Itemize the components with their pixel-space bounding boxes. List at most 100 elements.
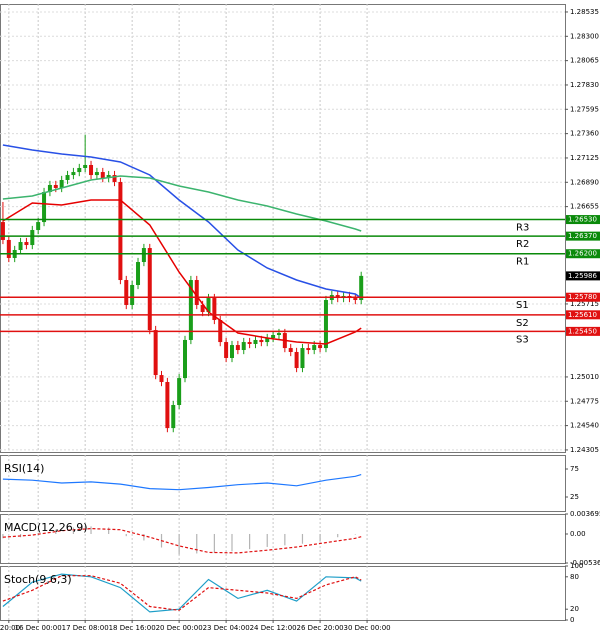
last-price-label: 1.25986 bbox=[568, 272, 597, 280]
candle-body bbox=[188, 280, 193, 340]
candle-body bbox=[318, 345, 323, 349]
candle-body bbox=[130, 284, 135, 305]
candle-body bbox=[224, 342, 229, 358]
y-tick-label: 100 bbox=[570, 562, 583, 570]
indicator-line bbox=[2, 573, 362, 613]
y-tick-label: 1.27125 bbox=[570, 154, 599, 162]
y-tick-label: 0.003695 bbox=[570, 510, 600, 518]
candle-body bbox=[241, 342, 246, 351]
moving-average bbox=[2, 144, 362, 299]
level-name: R2 bbox=[516, 239, 529, 250]
candle-body bbox=[89, 164, 94, 176]
candle-body bbox=[94, 172, 99, 176]
y-tick-label: 1.27830 bbox=[570, 81, 599, 89]
level-price-label: 1.25450 bbox=[568, 327, 597, 335]
x-tick-label: 20 Dec 00:00 bbox=[156, 624, 203, 632]
x-tick-label: 16 Dec 00:00 bbox=[15, 624, 62, 632]
candle-body bbox=[288, 348, 293, 352]
histogram-bar bbox=[213, 533, 215, 553]
moving-average bbox=[2, 199, 362, 345]
y-tick-label: -0.005364 bbox=[570, 559, 600, 567]
candle-body bbox=[77, 168, 82, 173]
candle-body bbox=[276, 333, 281, 336]
y-tick-label: 0.00 bbox=[570, 530, 586, 538]
candle-body bbox=[359, 275, 364, 301]
candle-body bbox=[159, 375, 164, 383]
y-tick-label: 1.27360 bbox=[570, 130, 599, 138]
histogram-bar bbox=[249, 533, 251, 550]
candle-body bbox=[124, 280, 129, 305]
level-price-box bbox=[566, 326, 600, 336]
candle-body bbox=[18, 242, 23, 251]
candle-body bbox=[0, 222, 5, 240]
candle-body bbox=[306, 348, 311, 351]
x-tick-label: 23 Dec 04:00 bbox=[203, 624, 250, 632]
level-price-label: 1.26370 bbox=[568, 232, 597, 240]
x-tick-label: 24 Dec 12:00 bbox=[250, 624, 297, 632]
histogram-bar bbox=[196, 533, 198, 554]
candle-body bbox=[259, 339, 264, 343]
last-price-box bbox=[566, 271, 600, 281]
level-price-box bbox=[566, 231, 600, 241]
panel-frame bbox=[0, 4, 566, 453]
histogram-bar bbox=[2, 533, 4, 539]
y-tick-label: 80 bbox=[570, 573, 579, 581]
y-tick-label: 1.26890 bbox=[570, 178, 599, 186]
candle-body bbox=[42, 192, 47, 223]
y-tick-label: 25 bbox=[570, 493, 579, 501]
y-tick-label: 0 bbox=[570, 616, 574, 624]
histogram-bar bbox=[178, 533, 180, 555]
candle-body bbox=[36, 222, 41, 231]
candle-body bbox=[136, 262, 141, 285]
histogram-bar bbox=[125, 533, 127, 537]
candle-body bbox=[323, 300, 328, 349]
candle-body bbox=[30, 230, 35, 246]
histogram-bar bbox=[231, 533, 233, 552]
level-price-label: 1.25610 bbox=[568, 311, 597, 319]
candle-body bbox=[53, 184, 58, 188]
level-name: S1 bbox=[516, 300, 529, 311]
panel-frame bbox=[0, 514, 566, 564]
level-name: S3 bbox=[516, 334, 529, 345]
histogram-bar bbox=[108, 527, 110, 534]
histogram-bar bbox=[354, 533, 356, 535]
histogram-bar bbox=[337, 533, 339, 538]
candle-body bbox=[200, 304, 205, 313]
level-price-label: 1.26200 bbox=[568, 250, 597, 258]
y-tick-label: 1.28065 bbox=[570, 57, 599, 65]
histogram-bar bbox=[319, 533, 321, 542]
histogram-bar bbox=[143, 533, 145, 541]
candle-body bbox=[183, 339, 188, 379]
candle-body bbox=[235, 345, 240, 351]
level-name: R1 bbox=[516, 257, 529, 268]
candle-body bbox=[294, 351, 299, 369]
histogram-bar bbox=[72, 527, 75, 534]
panel-frame bbox=[0, 455, 566, 512]
candle-body bbox=[100, 172, 105, 179]
x-tick-label: 30 Dec 00:00 bbox=[344, 624, 391, 632]
candle-body bbox=[194, 280, 199, 305]
y-tick-label: 1.26655 bbox=[570, 203, 599, 211]
candle-body bbox=[253, 339, 258, 345]
candle-body bbox=[265, 338, 270, 343]
y-tick-label: 1.24775 bbox=[570, 397, 599, 405]
y-tick-label: 75 bbox=[570, 465, 579, 473]
histogram-bar bbox=[301, 533, 304, 544]
histogram-bar bbox=[55, 529, 57, 534]
candle-body bbox=[118, 181, 123, 281]
histogram-bar bbox=[90, 526, 92, 534]
candle-body bbox=[212, 298, 217, 320]
candle-body bbox=[112, 175, 117, 182]
level-name: R3 bbox=[516, 223, 529, 234]
panel-title: RSI(14) bbox=[4, 462, 44, 475]
x-tick-label: 18 Dec 16:00 bbox=[109, 624, 156, 632]
candle-body bbox=[165, 382, 170, 429]
level-name: S2 bbox=[516, 318, 529, 329]
candle-body bbox=[6, 239, 11, 258]
candle-body bbox=[271, 335, 276, 339]
level-price-box bbox=[566, 249, 600, 259]
histogram-bar bbox=[284, 533, 286, 546]
y-tick-label: 1.28300 bbox=[570, 32, 599, 40]
x-tick-label: 26 Dec 20:00 bbox=[297, 624, 344, 632]
